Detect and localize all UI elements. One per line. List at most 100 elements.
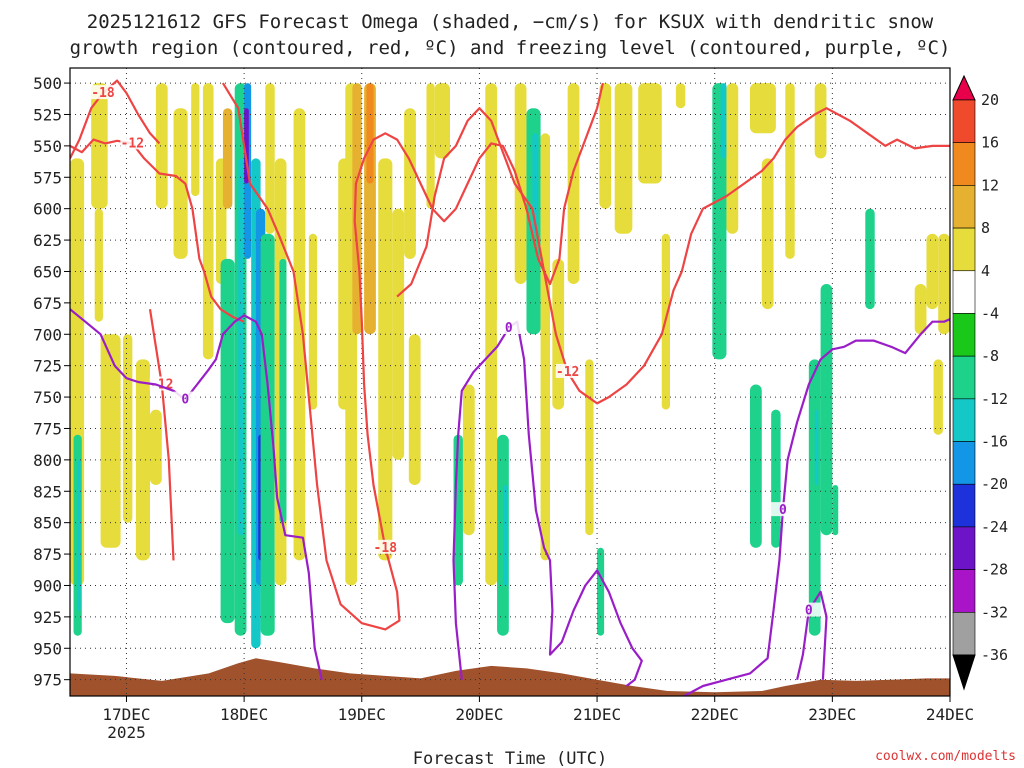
omega-cell-69	[820, 284, 833, 536]
y-tick-label-925: 925	[33, 608, 62, 627]
y-tick-label-525: 525	[33, 105, 62, 124]
omega-cell-6	[122, 334, 133, 523]
omega-cell-26	[279, 258, 287, 523]
y-tick-label-500: 500	[33, 74, 62, 93]
plot-frame	[69, 67, 951, 697]
colorbar-label-10: -24	[981, 518, 1008, 536]
omega-cell-73	[926, 233, 939, 310]
colorbar-top-arrow	[952, 74, 976, 101]
omega-cell-14	[222, 108, 233, 209]
y-axis: 500 525 550 575 600 625 650 675 700 725 750 775 800 8…	[33, 74, 70, 690]
omega-cell-28	[308, 233, 318, 410]
colorbar-label-6: -8	[981, 347, 999, 365]
chart-title-line-1: 2025121612 GFS Forecast Omega (shaded, −…	[87, 11, 934, 33]
omega-cell-42	[485, 83, 498, 586]
dgz-contour-label-bg-0	[120, 135, 145, 150]
gridlines	[70, 68, 950, 696]
y-tick-label-625: 625	[33, 231, 62, 250]
colorbar-label-2: 12	[981, 176, 999, 194]
freezing-contour-label-2: 0	[779, 503, 787, 518]
omega-cell-68	[814, 409, 819, 485]
colorbar-swatch-11	[952, 526, 976, 570]
freezing-contour-label-3: 0	[805, 604, 813, 619]
omega-cell-11	[191, 83, 200, 197]
y-tick-label-600: 600	[33, 200, 62, 219]
omega-cell-27	[293, 108, 306, 561]
omega-cell-24	[265, 83, 275, 234]
y-tick-label-700: 700	[33, 325, 62, 344]
omega-cell-60	[726, 83, 739, 234]
colorbar-label-4: 4	[981, 262, 990, 280]
omega-cell-62	[761, 158, 774, 310]
colorbar: 20 16 12 8 4 -4 -8 -12 -16 -20 -24 -28 -32 -36	[952, 74, 1008, 691]
dgz-contours: -12-18-18-12-12	[70, 79, 950, 631]
y-tick-label-550: 550	[33, 137, 62, 156]
y-tick-label-650: 650	[33, 262, 62, 281]
colorbar-label-8: -16	[981, 433, 1008, 451]
colorbar-label-12: -32	[981, 603, 1008, 621]
y-tick-label-975: 975	[33, 671, 62, 690]
freezing-contour-label-bg-0	[173, 391, 198, 406]
omega-cell-59	[720, 83, 727, 159]
colorbar-swatch-10	[952, 483, 976, 528]
y-tick-label-775: 775	[33, 419, 62, 438]
colorbar-label-7: -12	[981, 390, 1008, 408]
dgz-contour-label-0: -12	[121, 136, 144, 151]
omega-cell-33	[366, 83, 374, 184]
omega-cell-57	[675, 83, 686, 109]
dgz-contour-label-bg-1	[90, 85, 115, 100]
freezing-contour-line-2	[681, 318, 950, 696]
colorbar-label-0: 20	[981, 91, 999, 109]
x-tick-label-17: 17DEC	[102, 705, 150, 724]
y-tick-label-825: 825	[33, 482, 62, 501]
y-tick-label-850: 850	[33, 514, 62, 533]
terrain-fill	[70, 658, 950, 696]
y-tick-label-750: 750	[33, 388, 62, 407]
colorbar-label-1: 16	[981, 134, 999, 152]
dgz-contour-label-bg-3	[555, 363, 580, 378]
omega-cell-64	[771, 409, 781, 548]
colorbar-label-3: 8	[981, 219, 990, 237]
omega-cell-75	[938, 233, 950, 335]
colorbar-label-5: -4	[981, 304, 999, 322]
colorbar-swatch-9	[952, 441, 976, 485]
freezing-contour-line-3	[796, 590, 828, 680]
colorbar-label-9: -20	[981, 475, 1008, 493]
x-axis-label: Forecast Time (UTC)	[413, 749, 607, 768]
omega-cell-9	[155, 83, 168, 209]
omega-cell-55	[638, 83, 662, 184]
colorbar-swatch-1	[952, 99, 976, 143]
y-tick-label-675: 675	[33, 294, 62, 313]
dgz-contour-label-1: -18	[91, 86, 115, 101]
x-tick-label-22: 22DEC	[691, 705, 739, 724]
dgz-contour-line-0	[70, 138, 245, 323]
omega-cell-65	[785, 83, 795, 259]
x-tick-label-19: 19DEC	[338, 705, 386, 724]
omega-cell-63	[750, 384, 762, 548]
omega-cell-66	[814, 83, 827, 159]
x-tick-label-23: 23DEC	[808, 705, 856, 724]
omega-cell-2	[77, 459, 81, 611]
omega-cell-4	[94, 208, 103, 322]
y-tick-label-950: 950	[33, 639, 62, 658]
dgz-contour-label-3: -12	[556, 365, 579, 380]
omega-cell-17	[238, 158, 245, 536]
dgz-contour-line-1	[70, 79, 161, 159]
x-tick-sublabel-17: 2025	[107, 723, 146, 742]
omega-cell-72	[914, 284, 927, 335]
omega-cell-61	[750, 83, 776, 134]
omega-cell-35	[392, 208, 405, 460]
omega-cell-44	[502, 484, 508, 586]
freezing-level-contours: 0 0 0 0	[70, 308, 950, 696]
y-tick-label-875: 875	[33, 545, 62, 564]
y-tick-label-725: 725	[33, 357, 62, 376]
omega-cell-54	[614, 83, 633, 234]
omega-cell-53	[597, 547, 605, 636]
dgz-contour-line-4	[148, 309, 175, 561]
omega-cell-48	[540, 133, 550, 561]
colorbar-swatch-12	[952, 569, 976, 613]
colorbar-label-13: -36	[981, 646, 1008, 664]
omega-cell-23	[260, 233, 275, 636]
